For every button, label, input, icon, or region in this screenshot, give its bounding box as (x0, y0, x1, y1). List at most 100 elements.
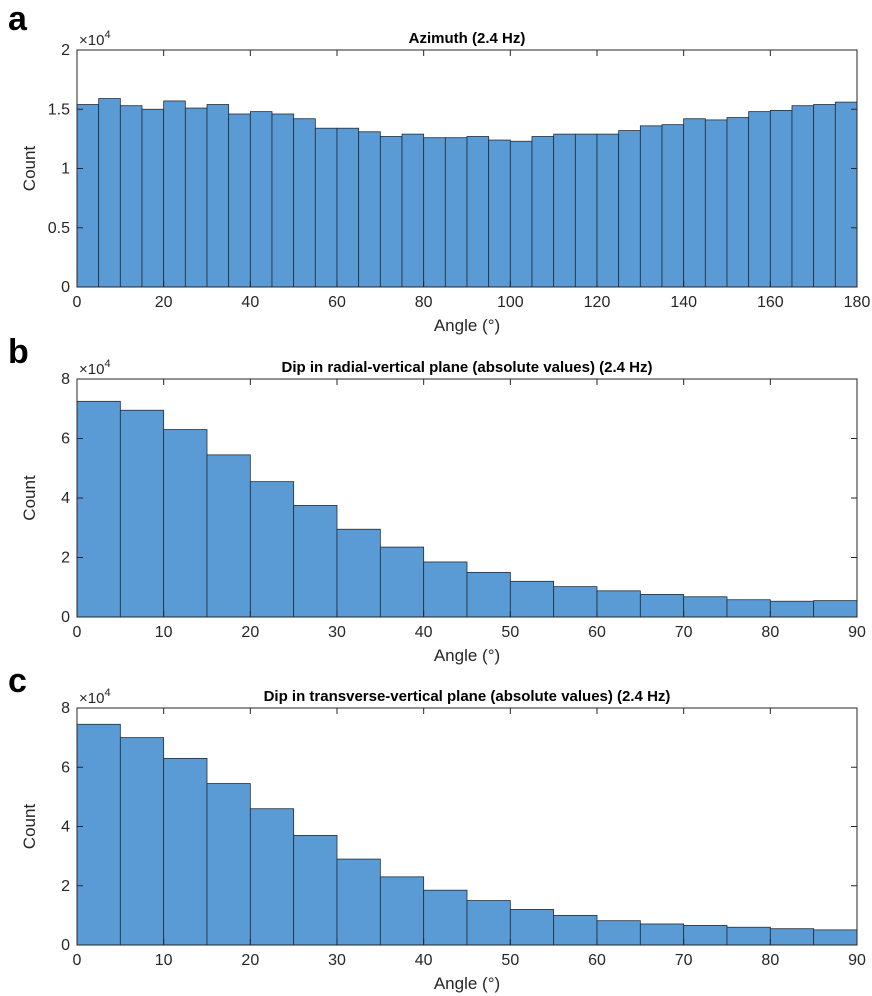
x-ticks: 0 20 40 60 80 100 120 140 160 180 (73, 50, 870, 311)
bar (206, 783, 251, 946)
bar (639, 125, 663, 288)
bar (639, 593, 685, 618)
y-tick-label: 2 (61, 878, 70, 895)
y-multiplier-label: ×104 (79, 29, 111, 49)
y-ticks: 0 0.5 1 1.5 2 (48, 42, 857, 296)
y-ticks: 0 2 4 6 8 (61, 371, 857, 626)
x-tick-label: 90 (848, 624, 866, 641)
bar (769, 110, 793, 288)
x-tick-label: 80 (761, 624, 779, 641)
bar (423, 889, 468, 946)
panel-letter-c: c (8, 662, 27, 700)
bars (76, 98, 858, 288)
x-tick-label: 70 (675, 952, 693, 969)
chart-title: Dip in radial-vertical plane (absolute v… (282, 359, 653, 376)
chart-panel-a: 0 20 40 60 80 100 120 140 160 180 0 0.5 1 1.5 2 ×104 Azi… (20, 29, 870, 335)
bar (639, 923, 685, 946)
bar (206, 454, 251, 618)
bar (596, 590, 641, 618)
chart-title: Dip in transverse-vertical plane (absolu… (264, 688, 671, 705)
bar (661, 124, 685, 288)
bar (249, 808, 295, 946)
y-tick-label: 6 (61, 759, 70, 776)
bar (509, 140, 533, 288)
bar (76, 723, 121, 946)
bar (574, 133, 598, 288)
bar (423, 561, 468, 618)
panel-letter-b: b (8, 333, 29, 371)
bar (163, 429, 208, 618)
bar (834, 101, 858, 288)
x-tick-label: 60 (328, 294, 346, 311)
y-tick-label: 6 (61, 431, 70, 448)
bar (596, 133, 620, 288)
bar (509, 580, 555, 618)
x-tick-label: 20 (155, 294, 173, 311)
bar (401, 133, 425, 288)
y-multiplier-label: ×104 (79, 687, 111, 707)
x-tick-label: 120 (584, 294, 611, 311)
bar (466, 900, 511, 946)
bar (141, 108, 165, 288)
bar (726, 117, 750, 288)
bar (423, 137, 446, 288)
bar (119, 105, 143, 288)
bar (379, 876, 425, 946)
bar (119, 409, 165, 618)
bar (704, 119, 728, 288)
x-ticks: 0 10 20 30 40 50 60 70 80 90 (73, 708, 866, 969)
x-tick-label: 90 (848, 952, 866, 969)
bar (791, 105, 815, 288)
bar (769, 600, 815, 618)
x-tick-label: 50 (501, 624, 519, 641)
bar (726, 599, 771, 618)
bar (444, 137, 468, 288)
y-tick-label: 2 (61, 42, 70, 59)
x-tick-label: 0 (73, 624, 82, 641)
bar (76, 104, 100, 288)
bar (726, 926, 771, 946)
y-multiplier-base: ×10 (79, 361, 104, 378)
bar (488, 139, 511, 288)
x-axis-label: Angle (°) (434, 316, 500, 335)
bar (358, 131, 381, 288)
bar (379, 136, 403, 288)
bar (98, 98, 121, 288)
bar (466, 571, 511, 618)
x-tick-label: 40 (415, 952, 433, 969)
bar (206, 104, 230, 288)
bar (336, 528, 381, 618)
y-tick-label: 1.5 (48, 101, 70, 118)
bar (813, 600, 858, 618)
y-axis-label: Count (20, 475, 39, 521)
bar (553, 586, 598, 618)
y-ticks: 0 2 4 6 8 (61, 700, 857, 954)
x-tick-label: 80 (761, 952, 779, 969)
bar (336, 858, 381, 946)
bar (618, 130, 641, 288)
x-tick-label: 20 (241, 952, 259, 969)
bar (249, 481, 295, 618)
panel-letter-a: a (8, 0, 28, 38)
bar (163, 100, 186, 288)
x-tick-label: 50 (501, 952, 519, 969)
x-tick-label: 10 (155, 952, 173, 969)
bar (76, 400, 121, 618)
y-multiplier-base: ×10 (79, 32, 104, 49)
bar (228, 113, 251, 288)
x-tick-label: 100 (497, 294, 524, 311)
y-multiplier-base: ×10 (79, 690, 104, 707)
panel-letters: a b c (8, 0, 29, 700)
x-tick-label: 0 (73, 294, 82, 311)
bar (293, 505, 338, 618)
bar (119, 737, 165, 946)
y-tick-label: 0.5 (48, 220, 70, 237)
bar (813, 104, 836, 288)
y-tick-label: 2 (61, 550, 70, 567)
x-tick-label: 60 (588, 952, 606, 969)
x-tick-label: 160 (757, 294, 784, 311)
chart-title: Azimuth (2.4 Hz) (409, 30, 526, 47)
x-tick-label: 60 (588, 624, 606, 641)
bar (683, 925, 728, 946)
